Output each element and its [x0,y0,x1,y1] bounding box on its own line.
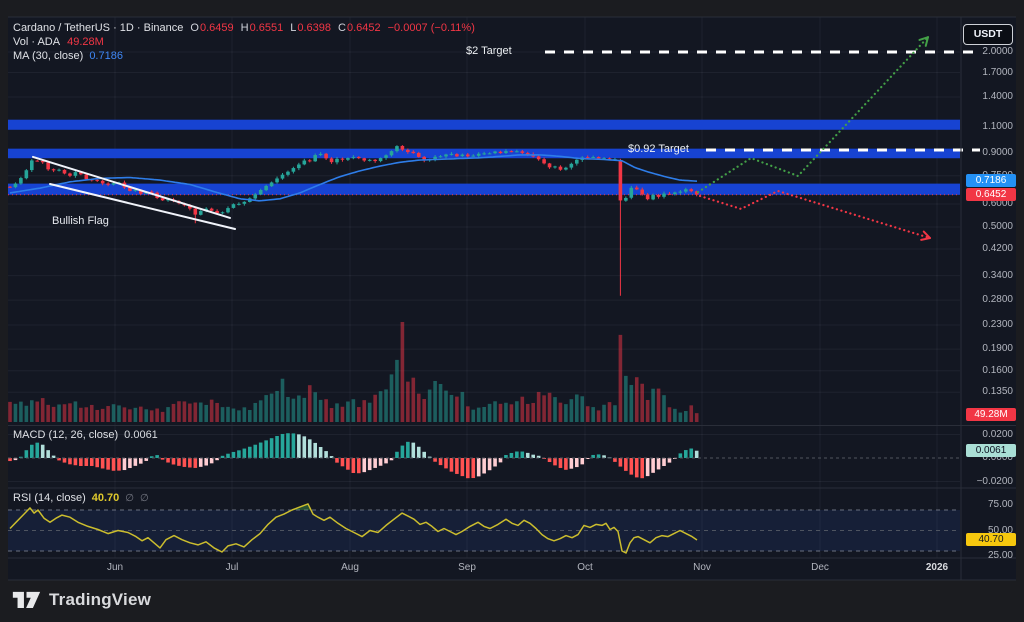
price-axis-tick: 0.9000 [982,146,1013,158]
currency-toggle-button[interactable]: USDT [963,24,1013,45]
open-value: 0.6459 [199,22,234,34]
close-label: C [338,22,346,34]
price-target-label[interactable]: $0.92 Target [628,143,689,156]
disabled-smoothing-icon: ∅ [125,493,134,504]
macd-label: MACD (12, 26, close) [13,429,119,441]
time-axis-label: Nov [693,562,711,573]
time-axis-label: 2026 [925,562,949,573]
price-axis-tick: 0.4200 [982,242,1013,254]
time-axis-label: Jun [106,562,124,573]
time-axis-label: Dec [811,562,829,573]
price-target-label[interactable]: $2 Target [466,45,512,58]
volume-legend[interactable]: Vol · ADA 49.28M [13,36,104,48]
volume-label: Vol · ADA [13,36,61,48]
ma-legend[interactable]: MA (30, close) 0.7186 [13,50,123,62]
macd-value: 0.0061 [124,429,158,441]
macd-axis-tick: 0.0200 [982,428,1013,440]
rsi-axis-tick: 25.00 [987,550,1013,562]
volume-value: 49.28M [67,36,104,48]
rsi-axis-tick: 75.00 [987,498,1013,510]
disabled-divergence-icon: ∅ [140,493,149,504]
open-label: O [190,22,199,34]
rsi-value: 40.70 [91,492,120,504]
time-axis-label: Aug [341,562,359,573]
time-axis-label: Jul [225,562,239,573]
price-axis-badge: 40.70 [966,533,1016,547]
tradingview-logo[interactable]: TradingView [12,588,151,611]
symbol-title: Cardano / TetherUS · 1D · Binance [13,22,184,34]
price-axis-tick: 2.0000 [982,46,1013,58]
time-axis-label: Oct [577,562,593,573]
change-value: −0.0007 (−0.11%) [387,22,475,34]
price-axis-badge: 0.6452 [966,187,1016,201]
tradingview-logo-text: TradingView [49,589,152,609]
rsi-axis-tick: 50.00 [987,524,1013,536]
price-axis-badge: 0.0061 [966,443,1016,457]
low-label: L [290,22,297,34]
price-axis-tick: 0.1600 [982,364,1013,376]
bullish-flag-label[interactable]: Bullish Flag [52,215,109,227]
price-axis-tick: 0.5000 [982,220,1013,232]
macd-axis-tick: 0.0000 [982,452,1013,463]
price-axis-tick: 0.6000 [982,197,1013,209]
price-axis-tick: 1.1000 [982,121,1013,133]
price-axis-tick: 1.7000 [982,66,1013,78]
ma-value: 0.7186 [89,50,123,62]
macd-legend[interactable]: MACD (12, 26, close) 0.0061 [13,429,158,441]
price-axis-tick: 0.1900 [982,343,1013,355]
low-value: 0.6398 [297,22,331,34]
macd-axis-tick: −0.0200 [976,475,1013,487]
rsi-label: RSI (14, close) [13,492,86,504]
time-axis-label: Sep [458,562,476,573]
price-axis-tick: 0.3400 [982,269,1013,281]
tradingview-logo-icon [12,591,41,609]
high-label: H [240,22,249,34]
high-value: 0.6551 [249,22,284,34]
symbol-legend[interactable]: Cardano / TetherUS · 1D · Binance O0.6459… [13,22,475,34]
close-value: 0.6452 [346,22,381,34]
rsi-legend[interactable]: RSI (14, close) 40.70 ∅ ∅ [13,492,149,504]
price-axis-tick: 0.2300 [982,318,1013,330]
ma-label: MA (30, close) [13,50,84,62]
price-axis-tick: 1.4000 [982,91,1013,103]
price-axis-tick: 0.2800 [982,294,1013,306]
price-axis-tick: 0.1350 [982,386,1013,398]
price-axis-badge: 49.28M [966,408,1016,421]
price-axis-badge: 0.7186 [966,174,1016,188]
